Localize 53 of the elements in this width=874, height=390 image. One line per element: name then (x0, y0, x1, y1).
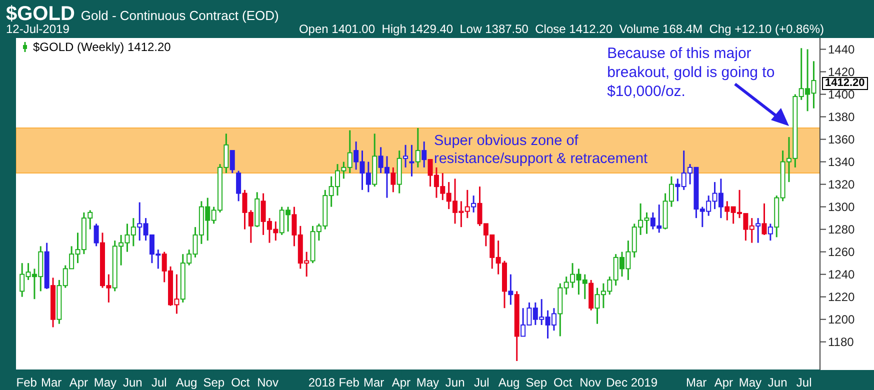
x-tick-label: Feb (16, 376, 38, 390)
candlestick (514, 290, 520, 362)
y-tick-label: 1200 (828, 312, 856, 327)
candlestick (508, 274, 514, 306)
x-tick-label: Mar (41, 376, 62, 390)
y-tick-label: 1380 (828, 110, 856, 124)
chart-title: $GOLD (6, 3, 75, 25)
x-tick-label: May (94, 376, 117, 390)
text: 12-Jul-2019 (6, 22, 70, 36)
text: Open 1401.00 High 1429.40 Low 1387.50 Close 1412.20 Volume 168.4M Chg +12.10 (+0.86%) (298, 22, 824, 36)
y-tick-label: 1320 (828, 178, 856, 192)
legend-label: $GOLD (Weekly) 1412.20 (33, 40, 171, 54)
x-tick-label: Sep (526, 376, 548, 390)
x-tick-label: Aug (498, 376, 520, 390)
candlestick (422, 140, 427, 168)
x-tick-label: Sep (203, 376, 225, 390)
y-tick-label: 1400 (828, 88, 856, 102)
y-tick-label: 1440 (828, 42, 856, 57)
y-tick-label: 1240 (828, 268, 856, 282)
x-tick-label: Apr (392, 376, 411, 390)
x-tick-label: Oct (554, 376, 573, 390)
x-tick-label: Mar (686, 376, 707, 390)
x-tick-label: Apr (714, 376, 734, 390)
x-tick-label: Jun (122, 376, 142, 390)
x-tick-label: Feb (338, 376, 360, 390)
x-tick-label: Dec (606, 376, 628, 390)
annotation: Because of this major breakout, gold is going to $10,000/oz. (607, 44, 776, 101)
x-tick-label: Apr (69, 376, 88, 390)
x-tick-label: May (738, 376, 762, 390)
x-tick-label: Aug (176, 376, 198, 390)
chart-subtitle: Gold - Continuous Contract (EOD) (80, 8, 279, 23)
y-tick-label: 1260 (828, 245, 856, 260)
x-tick-label: Jun (768, 376, 788, 390)
x-tick-label: Jun (445, 376, 465, 390)
x-tick-label: Jul (796, 376, 812, 390)
x-tick-label: Jul (151, 376, 167, 390)
y-tick-label: 1180 (828, 335, 854, 350)
x-tick-label: May (416, 376, 440, 390)
x-tick-label: Jul (474, 376, 490, 390)
annotation: 1412.20 (822, 76, 868, 90)
y-tick-label: 1300 (828, 200, 856, 214)
y-tick-label: 1360 (828, 132, 856, 147)
y-tick-label: 1280 (828, 222, 856, 237)
x-tick-label: 2018 (308, 376, 336, 390)
y-tick-label: 1340 (828, 155, 856, 170)
y-tick-label: 1220 (828, 290, 856, 304)
x-tick-label: Mar (363, 376, 384, 390)
x-tick-label: Nov (580, 376, 601, 390)
x-tick-label: 2019 (630, 376, 658, 390)
y-tick-label: 1420 (828, 65, 856, 80)
band-label: Super obvious zone of resistance/support & retracement (434, 132, 649, 168)
x-tick-label: Nov (257, 376, 278, 390)
x-tick-label: Oct (231, 376, 250, 390)
